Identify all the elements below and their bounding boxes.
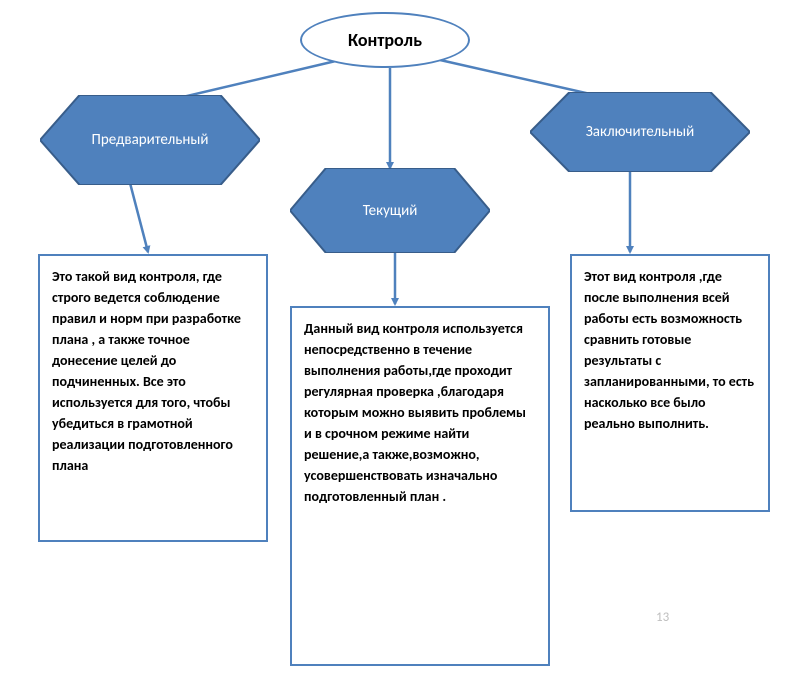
page-number-text: 13 [656,610,669,625]
hex-label-1: Текущий [290,168,490,253]
desc-box-0: Это такой вид контроля, где строго ведет… [38,254,268,542]
desc-box-1: Данный вид контроля используется непосре… [290,306,550,666]
hex-node-0: Предварительный [40,95,260,185]
hex-node-1: Текущий [290,168,490,253]
page-number: 13 [656,610,669,625]
hex-label-2: Заключительный [530,92,750,172]
hex-label-0: Предварительный [40,95,260,185]
desc-box-2: Этот вид контроля ,где после выполнения … [570,254,770,512]
root-node: Контроль [300,12,470,68]
diagram-canvas: Контроль Предварительный Текущий Заключите… [0,0,786,677]
root-label: Контроль [348,29,422,51]
hex-node-2: Заключительный [530,92,750,172]
